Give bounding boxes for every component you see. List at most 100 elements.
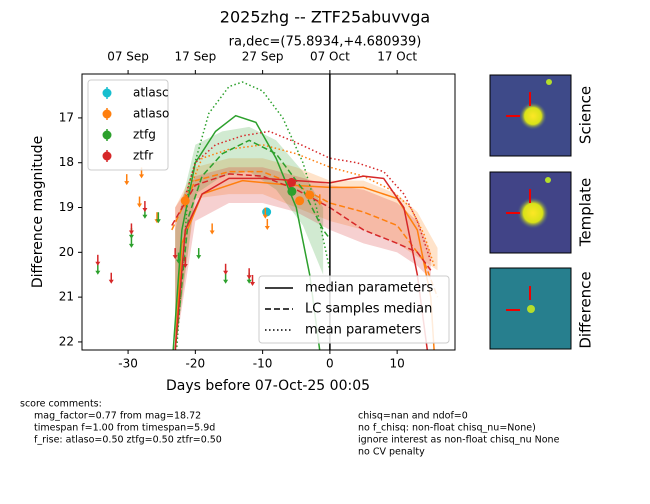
thumb-science xyxy=(489,74,572,157)
fit-curve xyxy=(174,175,429,350)
limit-head xyxy=(128,243,134,248)
legend-box xyxy=(87,79,169,171)
upper-limit xyxy=(182,257,188,269)
x2-tick-label: 07 Oct xyxy=(310,50,350,64)
comment-line: no CV penalty xyxy=(358,447,425,458)
upper-limit xyxy=(124,174,130,186)
limit-head xyxy=(176,259,182,264)
x2-tick-label: 17 Oct xyxy=(377,50,417,64)
legend: atlasc atlaso ztfg ztfr xyxy=(87,79,169,171)
fit-curve xyxy=(171,173,432,271)
x-tick-label: -20 xyxy=(186,357,206,371)
y-tick-label: 22 xyxy=(59,334,74,348)
limit-head xyxy=(139,174,145,179)
upper-limit xyxy=(223,263,229,275)
limit-head xyxy=(142,208,148,213)
upper-limit xyxy=(176,252,182,264)
legend-label: median parameters xyxy=(305,281,433,296)
upper-limit xyxy=(95,254,101,266)
x-tick-label: 10 xyxy=(390,357,405,371)
limit-head xyxy=(223,270,229,275)
fit-curve xyxy=(181,144,435,266)
x2-tick-label: 07 Sep xyxy=(107,50,149,64)
upper-limit xyxy=(317,194,323,206)
fit-curve xyxy=(181,130,432,262)
y-tick-label: 21 xyxy=(59,290,74,304)
legend-label: atlasc xyxy=(133,86,169,100)
title: 2025zhg -- ZTF25abuvvga xyxy=(220,8,430,27)
legend-label: ztfr xyxy=(133,149,153,163)
legend-label: mean parameters xyxy=(305,323,422,338)
limit-head xyxy=(196,255,202,260)
legend-label: atlaso xyxy=(133,107,169,121)
limit-head xyxy=(124,181,130,186)
fit-curve xyxy=(172,114,321,350)
point xyxy=(305,190,315,200)
fit-curve xyxy=(174,139,331,350)
limit-head xyxy=(182,264,188,269)
comment-line: timespan f=1.00 from timespan=5.9d xyxy=(34,423,215,434)
limit-head xyxy=(223,279,229,284)
upper-limit xyxy=(155,212,161,224)
comment-line: mag_factor=0.77 from mag=18.72 xyxy=(34,411,201,422)
point xyxy=(295,196,305,206)
upper-limit xyxy=(196,248,202,260)
legend-marker xyxy=(102,151,112,161)
upper-limit xyxy=(142,201,148,213)
axes-frame xyxy=(81,73,456,351)
limit-head xyxy=(172,255,178,260)
thumb-label: Difference xyxy=(577,271,595,348)
x-tick-label: -30 xyxy=(118,357,138,371)
comment-title: score comments: xyxy=(20,399,102,410)
comment-line: f_rise: atlaso=0.50 ztfg=0.50 ztfr=0.50 xyxy=(34,435,222,446)
x-tick-label: -10 xyxy=(253,357,273,371)
legend-marker xyxy=(102,88,112,98)
subtitle: ra,dec=(75.8934,+4.680939) xyxy=(229,35,422,50)
x-tick-label: 0 xyxy=(326,357,334,371)
x2-tick-label: 27 Sep xyxy=(242,50,284,64)
thumb-label: Template xyxy=(577,178,595,247)
upper-limit xyxy=(264,218,270,230)
x2-tick-label: 17 Sep xyxy=(174,50,216,64)
upper-limit xyxy=(172,248,178,260)
thumb-labels: Science Template Difference xyxy=(577,86,595,349)
limit-head xyxy=(250,281,256,286)
limit-head xyxy=(246,279,252,284)
limit-head xyxy=(246,275,252,280)
limit-head xyxy=(317,201,323,206)
thumb-template xyxy=(489,171,572,254)
y-tick-label: 17 xyxy=(59,110,74,124)
comment-line: chisq=nan and ndof=0 xyxy=(358,411,468,422)
legend-marker xyxy=(102,130,112,140)
upper-limit xyxy=(108,272,114,284)
thumb-label: Science xyxy=(577,86,595,144)
limit-head xyxy=(209,230,215,235)
y-tick-label: 19 xyxy=(59,200,74,214)
limit-head xyxy=(155,219,161,224)
upper-limit xyxy=(246,268,252,280)
upper-limit xyxy=(250,274,256,286)
limit-head xyxy=(95,261,101,266)
point xyxy=(287,177,297,187)
y-tick-label: 18 xyxy=(59,155,74,169)
point xyxy=(180,196,190,206)
legend-label: LC samples median xyxy=(305,302,432,317)
limit-head xyxy=(108,279,114,284)
legend-box xyxy=(258,275,450,344)
upper-limit xyxy=(128,223,134,235)
comment-line: no f_chisq: non-float chisq_nu=None) xyxy=(358,423,536,434)
limit-head xyxy=(264,225,270,230)
point xyxy=(287,186,297,196)
legend-label: ztfg xyxy=(133,128,156,142)
score-comments: score comments:mag_factor=0.77 from mag=… xyxy=(20,399,560,458)
limit-head xyxy=(95,270,101,275)
plot-area xyxy=(95,81,439,350)
limit-head xyxy=(137,203,143,208)
fit-legend: median parameters LC samples median mean p… xyxy=(258,275,450,344)
legend-marker xyxy=(102,109,112,119)
upper-limit xyxy=(137,196,143,208)
thumb-difference xyxy=(489,267,572,350)
y-label: Difference magnitude xyxy=(30,136,46,288)
comment-line: ignore interest as non-float chisq_nu No… xyxy=(358,435,560,446)
